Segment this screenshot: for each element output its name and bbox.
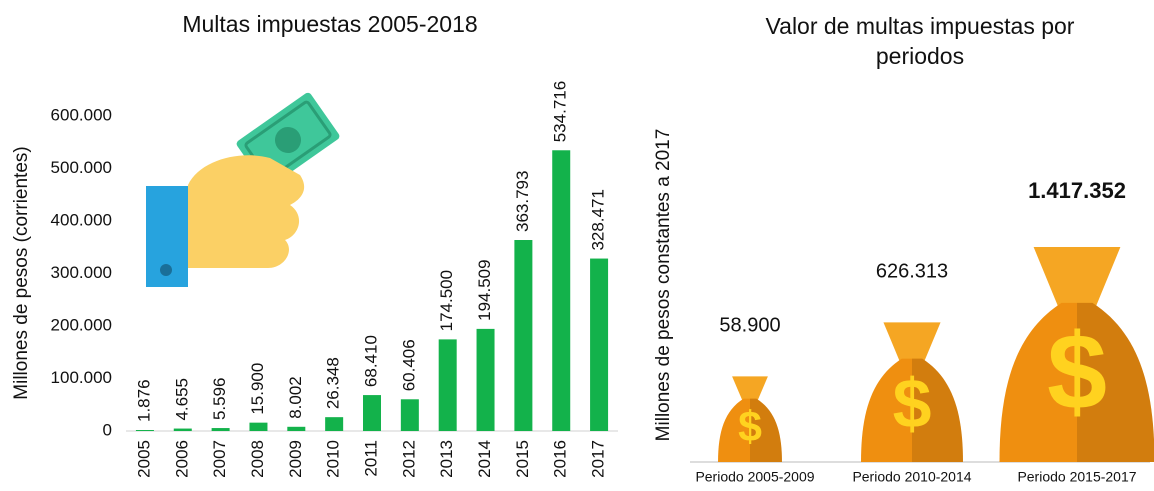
bag-body (999, 302, 1154, 463)
dollar-sign: $ (893, 364, 932, 442)
x-tick-label: 2012 (399, 440, 418, 478)
x-tick-label: 2017 (589, 440, 608, 478)
bar (287, 426, 306, 431)
bag-shade (750, 398, 782, 462)
bag-body (718, 398, 782, 462)
bar (325, 417, 344, 431)
category-label: Periodo 2015-2017 (1017, 469, 1136, 485)
x-tick-label: 2009 (286, 440, 305, 478)
bar (211, 428, 230, 431)
value-label: 60.406 (399, 339, 418, 391)
chart-title-line: Valor de multas impuestas por periodos (766, 13, 1075, 69)
category-label: Periodo 2010-2014 (852, 469, 971, 485)
value-label: 363.793 (513, 171, 532, 232)
value-label: 15.900 (248, 363, 267, 415)
bar (173, 428, 192, 431)
x-tick-label: 2005 (134, 440, 153, 478)
x-tick-label: 2010 (324, 440, 343, 478)
bar (590, 258, 609, 431)
bag-shade (1076, 302, 1154, 463)
value-label: 58.900 (719, 315, 780, 337)
title-part: Valor de multas impuestas por (766, 13, 1075, 39)
y-tick-label: 100.000 (51, 368, 112, 387)
bar (438, 339, 457, 431)
x-tick-label: 2011 (361, 440, 380, 477)
bar (249, 422, 268, 431)
x-tick-label: 2006 (172, 440, 191, 478)
value-label: 68.410 (361, 335, 380, 387)
y-axis-label: Millones de pesos (corrientes) (11, 146, 32, 399)
y-tick-label: 0 (103, 420, 112, 439)
x-tick-label: 2008 (248, 440, 267, 478)
value-label: 4.655 (172, 378, 191, 421)
bag-neck (883, 322, 941, 362)
value-label: 534.716 (551, 81, 570, 142)
dollar-sign: $ (1047, 312, 1107, 432)
value-label: 194.509 (475, 259, 494, 320)
bag-neck (732, 376, 768, 401)
title-part: periodos (876, 43, 964, 69)
value-label: 626.313 (876, 261, 948, 283)
y-tick-label: 500.000 (51, 158, 112, 177)
value-label: 1.876 (134, 379, 153, 422)
category-label: Periodo 2005-2009 (695, 469, 814, 485)
bag-body (861, 358, 963, 462)
dollar-sign: $ (738, 403, 762, 451)
value-label: 328.471 (589, 189, 608, 250)
x-tick-label: 2013 (437, 440, 456, 478)
bar (400, 399, 419, 431)
x-tick-label: 2007 (210, 440, 229, 478)
hand-icon (146, 92, 340, 287)
y-tick-label: 200.000 (51, 315, 112, 334)
x-tick-label: 2014 (475, 440, 494, 478)
money-bag (718, 376, 782, 462)
bar (363, 395, 381, 431)
bar (476, 328, 495, 431)
y-tick-label: 400.000 (51, 210, 112, 229)
bag-neck (1033, 247, 1121, 308)
y-axis-label: Millones de pesos constantes a 2017 (653, 129, 674, 442)
value-label: 174.500 (437, 270, 456, 331)
chart-title: Multas impuestas 2005-2018 (182, 11, 477, 37)
value-label: 8.002 (286, 376, 305, 419)
bag-shade (912, 358, 963, 462)
bar (552, 150, 571, 431)
value-label: 1.417.352 (1028, 178, 1126, 203)
money-bag (861, 322, 963, 462)
x-tick-label: 2015 (513, 440, 532, 478)
money-bag (999, 247, 1154, 463)
y-tick-label: 600.000 (51, 105, 112, 124)
bar (135, 430, 154, 431)
value-label: 26.348 (324, 357, 343, 409)
bar (514, 240, 533, 431)
x-tick-label: 2016 (551, 440, 570, 478)
value-label: 5.596 (210, 378, 229, 421)
y-tick-label: 300.000 (51, 263, 112, 282)
